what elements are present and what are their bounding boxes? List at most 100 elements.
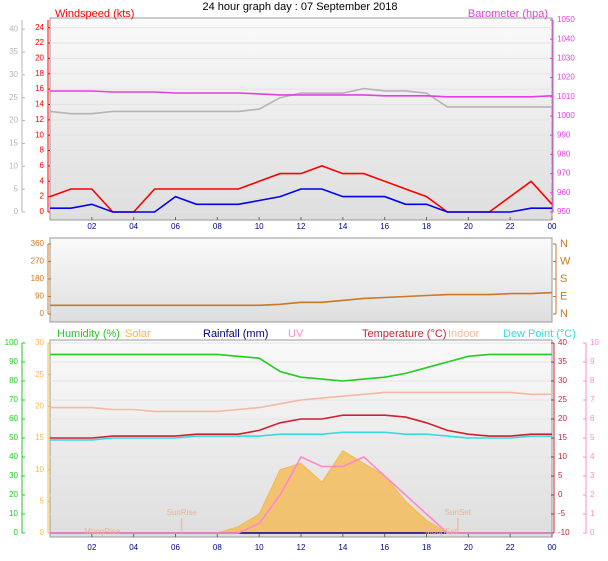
y-tick-label: 50 (9, 433, 18, 442)
y-tick-label: 80 (9, 376, 18, 385)
series-line (50, 391, 552, 413)
x-tick-label: 10 (255, 222, 264, 231)
series-line (50, 455, 552, 534)
y-tick-label: 1000 (557, 111, 575, 120)
annotation-label: SunRise (167, 508, 198, 517)
chart-title: 24 hour graph day : 07 September 2018 (202, 1, 397, 13)
axis-title: Windspeed (kts) (55, 8, 134, 20)
y-tick-label: 25 (35, 370, 44, 379)
y-tick-label: 20 (9, 116, 18, 125)
y-tick-label: 15 (9, 139, 18, 148)
y-tick-label: 15 (35, 433, 44, 442)
y-tick-label: 22 (35, 38, 44, 47)
y-tick-label: 30 (9, 471, 18, 480)
y-tick-label: 12 (35, 115, 44, 124)
y-tick-label: 1020 (557, 73, 575, 82)
series-line (50, 188, 552, 213)
y-tick-label: 3 (590, 471, 595, 480)
x-tick-label: 20 (464, 222, 473, 231)
y-tick-label: 30 (9, 70, 18, 79)
y-tick-label: 20 (35, 401, 44, 410)
y-tick-label: 6 (40, 161, 45, 170)
y-tick-label: 5 (40, 496, 45, 505)
annotation-label: MoonSet (425, 527, 458, 536)
y-tick-label: 10 (9, 161, 18, 170)
y-tick-label: 7 (590, 395, 595, 404)
y-tick-label: 24 (35, 23, 44, 32)
legend-label: Rainfall (mm) (203, 328, 268, 340)
series-line (50, 90, 553, 98)
axis-title: Barometer (hpa) (468, 8, 548, 20)
y-tick-label: 0 (14, 528, 19, 537)
y-tick-label: 5 (590, 433, 595, 442)
y-tick-label: 70 (9, 395, 18, 404)
y-tick-label: 950 (557, 207, 571, 216)
y-tick-label: 40 (9, 24, 18, 33)
series-line (50, 353, 552, 382)
x-tick-label: 06 (171, 543, 180, 552)
y-tick-label: 2 (40, 192, 45, 201)
y-tick-label: 1 (590, 509, 595, 518)
annotation-label: SunSet (445, 508, 472, 517)
x-tick-label: 04 (129, 222, 138, 231)
y-tick-label: 18 (35, 69, 44, 78)
y-tick-label: 35 (558, 357, 567, 366)
y-tick-label: 10 (35, 130, 44, 139)
series-line (50, 414, 552, 439)
x-tick-label: 22 (506, 543, 515, 552)
y-tick-label: 8 (40, 146, 45, 155)
legend-label: UV (288, 328, 304, 340)
y-tick-label: W (560, 255, 571, 267)
x-tick-label: 18 (422, 222, 431, 231)
y-tick-label: 9 (590, 357, 595, 366)
y-tick-label: -10 (558, 528, 570, 537)
x-tick-label: 10 (255, 543, 264, 552)
y-tick-label: 0 (558, 490, 563, 499)
x-tick-label: 18 (422, 543, 431, 552)
y-tick-label: 4 (40, 176, 45, 185)
x-tick-label: 08 (213, 222, 222, 231)
y-tick-label: 270 (31, 257, 45, 266)
x-tick-label: 00 (548, 543, 557, 552)
y-tick-label: 980 (557, 150, 571, 159)
y-tick-label: 0 (40, 528, 45, 537)
y-tick-label: 35 (9, 47, 18, 56)
y-tick-label: N (560, 308, 568, 320)
y-tick-label: 5 (14, 184, 19, 193)
y-tick-label: 180 (31, 274, 45, 283)
y-tick-label: 1030 (557, 54, 575, 63)
y-tick-label: 10 (558, 452, 567, 461)
y-tick-label: 970 (557, 169, 571, 178)
y-tick-label: 30 (558, 376, 567, 385)
x-tick-label: 14 (338, 543, 347, 552)
y-tick-label: 1010 (557, 92, 575, 101)
y-tick-label: 360 (31, 239, 45, 248)
plot-area (49, 17, 553, 221)
y-tick-label: 2 (590, 490, 595, 499)
y-tick-label: 10 (35, 465, 44, 474)
y-tick-label: 5 (558, 471, 563, 480)
y-tick-label: 25 (9, 93, 18, 102)
legend-label: Dew Point (°C) (503, 328, 576, 340)
legend-label: Humidity (%) (57, 328, 120, 340)
y-tick-label: 20 (9, 490, 18, 499)
series-line (50, 291, 553, 307)
legend-label: Indoor (448, 328, 480, 340)
legend-label: Solar (125, 328, 151, 340)
y-tick-label: 1040 (557, 34, 575, 43)
y-tick-label: 0 (40, 207, 45, 216)
y-tick-label: 4 (590, 452, 595, 461)
x-tick-label: 04 (129, 543, 138, 552)
y-tick-label: 20 (558, 414, 567, 423)
x-tick-label: 14 (338, 222, 347, 231)
y-tick-label: 0 (40, 309, 45, 318)
y-tick-label: 40 (9, 452, 18, 461)
annotation-label: MoonRise (84, 527, 121, 536)
x-tick-label: 12 (297, 543, 306, 552)
y-tick-label: 8 (590, 376, 595, 385)
x-tick-label: 22 (506, 222, 515, 231)
series-line (50, 431, 552, 441)
y-tick-label: 990 (557, 130, 571, 139)
y-tick-label: 10 (9, 509, 18, 518)
